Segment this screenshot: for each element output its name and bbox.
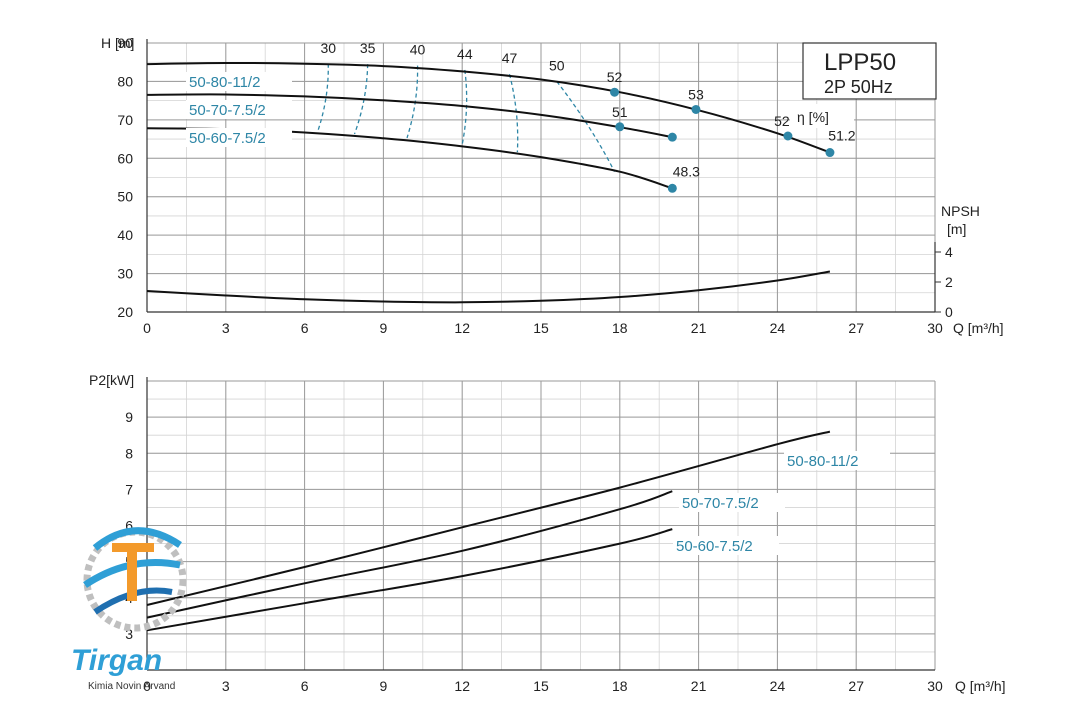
efficiency-point: [825, 148, 835, 158]
y-axis-label: H [m]: [101, 35, 134, 51]
model-subtitle: 2P 50Hz: [824, 77, 893, 97]
efficiency-point-label: 52: [607, 69, 623, 85]
x-tick-label: 18: [612, 678, 628, 694]
efficiency-label-bg: [790, 104, 854, 128]
efficiency-isoline-label: 30: [320, 40, 336, 56]
efficiency-isoline-label: 35: [360, 40, 376, 56]
power-curve-line: [146, 430, 831, 606]
npsh-tick-label: 4: [945, 244, 953, 260]
npsh-axis-label: NPSH: [941, 203, 980, 219]
y-tick-label: 30: [117, 266, 133, 282]
y-tick-label: 40: [117, 227, 133, 243]
head-series-label: 50-60-7.5/2: [189, 130, 266, 147]
efficiency-point: [667, 183, 677, 193]
efficiency-isoline-label: 47: [502, 50, 518, 66]
x-tick-label: 15: [533, 678, 549, 694]
series-label-bg: [784, 451, 890, 470]
npsh-axis-unit: [m]: [947, 221, 966, 237]
y-tick-label: 90: [117, 35, 133, 51]
efficiency-point: [667, 132, 677, 142]
y-tick-label: 3: [125, 626, 133, 642]
x-tick-label: 6: [301, 678, 309, 694]
x-tick-label: 3: [222, 678, 230, 694]
logo-name: Tirgan: [71, 644, 162, 677]
series-label-bg: [186, 72, 292, 91]
power-curve-line: [146, 528, 673, 632]
x-tick-label: 27: [848, 320, 864, 336]
y-tick-label: 8: [125, 445, 133, 461]
head-series-label: 50-80-11/2: [189, 74, 260, 91]
series-label-bg: [673, 536, 779, 555]
x-tick-label: 9: [380, 320, 388, 336]
x-tick-label: 24: [770, 320, 786, 336]
y-tick-label: 6: [125, 518, 133, 534]
head-curve-line: [146, 61, 831, 154]
x-tick-label: 0: [143, 678, 151, 694]
power-series-label: 50-80-11/2: [787, 453, 858, 470]
series-label-bg: [186, 128, 292, 147]
power-series-label: 50-70-7.5/2: [682, 495, 759, 512]
npsh-tick-label: 2: [945, 274, 953, 290]
efficiency-point: [783, 131, 793, 141]
y-tick-label: 70: [117, 112, 133, 128]
efficiency-isoline: [508, 73, 519, 153]
x-tick-label: 12: [454, 678, 470, 694]
y-tick-label: 7: [125, 481, 133, 497]
efficiency-isoline-label: 50: [549, 57, 565, 73]
x-axis-label: Q [m³/h]: [953, 320, 1004, 336]
x-tick-label: 21: [691, 320, 707, 336]
series-label-bg: [186, 100, 292, 119]
npsh-curve: [146, 270, 831, 304]
x-tick-label: 12: [454, 320, 470, 336]
efficiency-point: [691, 104, 701, 114]
logo-emblem: [83, 527, 187, 632]
x-tick-label: 21: [691, 678, 707, 694]
efficiency-point-label: 51.2: [828, 128, 855, 144]
y-tick-label: 80: [117, 73, 133, 89]
company-logo: Tirgan Kimia Novin Arvand: [71, 527, 187, 692]
efficiency-isoline-label: 40: [410, 42, 426, 58]
power-series-label: 50-60-7.5/2: [676, 538, 753, 555]
x-tick-label: 9: [380, 678, 388, 694]
x-tick-label: 30: [927, 320, 943, 336]
x-tick-label: 27: [848, 678, 864, 694]
power-plot: 3456789036912151821242730P2[kW]Q [m³/h]5…: [89, 372, 1006, 694]
y-tick-label: 60: [117, 150, 133, 166]
x-tick-label: 6: [301, 320, 309, 336]
efficiency-point: [610, 87, 620, 97]
series-label-bg: [679, 493, 785, 512]
y-axis-label: P2[kW]: [89, 372, 134, 388]
efficiency-point-label: 52: [774, 113, 790, 129]
x-tick-label: 18: [612, 320, 628, 336]
y-tick-label: 50: [117, 189, 133, 205]
y-tick-label: 9: [125, 409, 133, 425]
npsh-tick-label: 0: [945, 304, 953, 320]
model-title: LPP50: [824, 49, 896, 76]
x-tick-label: 0: [143, 320, 151, 336]
y-tick-label: 20: [117, 304, 133, 320]
x-tick-label: 30: [927, 678, 943, 694]
x-axis-label: Q [m³/h]: [955, 678, 1006, 694]
efficiency-point: [615, 122, 625, 132]
x-tick-label: 24: [770, 678, 786, 694]
head-curve-line: [146, 93, 673, 139]
efficiency-point-label: 53: [688, 86, 704, 102]
efficiency-point-label: 48.3: [673, 163, 700, 179]
x-tick-label: 15: [533, 320, 549, 336]
logo-subtitle: Kimia Novin Arvand: [88, 681, 175, 692]
power-curve-line: [146, 490, 673, 619]
title-box: LPP50 2P 50Hz: [802, 42, 937, 100]
efficiency-axis-label: η [%]: [797, 109, 829, 125]
head-series-label: 50-70-7.5/2: [189, 102, 266, 119]
efficiency-isoline-label: 44: [457, 46, 473, 62]
efficiency-point-label: 51: [612, 104, 628, 120]
x-tick-label: 3: [222, 320, 230, 336]
